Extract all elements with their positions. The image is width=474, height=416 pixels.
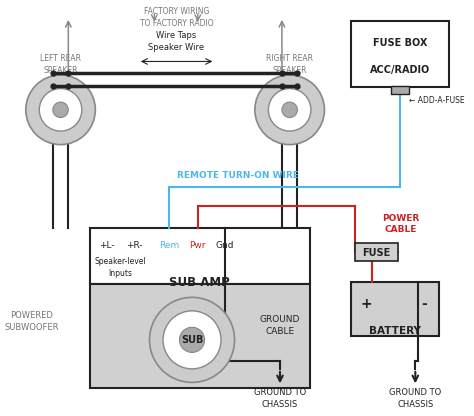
Text: SUB AMP: SUB AMP (169, 276, 230, 289)
Circle shape (180, 327, 205, 352)
Circle shape (26, 75, 95, 145)
Text: FUSE: FUSE (363, 248, 391, 258)
Text: Rem: Rem (159, 241, 179, 250)
Bar (351, 282, 439, 336)
Bar (391, 86, 409, 94)
Text: GROUND
CABLE: GROUND CABLE (260, 315, 300, 336)
Bar (356, 243, 398, 260)
Circle shape (53, 102, 68, 118)
Text: ACC/RADIO: ACC/RADIO (370, 65, 430, 75)
Text: GROUND TO
CHASSIS: GROUND TO CHASSIS (389, 388, 441, 409)
Text: +R-: +R- (126, 241, 142, 250)
Circle shape (282, 102, 297, 118)
Text: POWER
CABLE: POWER CABLE (382, 214, 419, 234)
Bar (90, 228, 310, 284)
Text: -: - (421, 297, 427, 311)
Circle shape (39, 89, 82, 131)
Text: +: + (360, 297, 372, 311)
Text: Speaker Wire: Speaker Wire (148, 43, 205, 52)
Text: POWERED
SUBWOOFER: POWERED SUBWOOFER (4, 311, 59, 332)
Text: REMOTE TURN-ON WIRE: REMOTE TURN-ON WIRE (177, 171, 300, 180)
Text: +L-: +L- (99, 241, 115, 250)
Circle shape (149, 297, 235, 382)
Bar (351, 21, 449, 87)
Text: LEFT REAR
SPEAKER: LEFT REAR SPEAKER (40, 54, 81, 74)
Text: FACTORY WIRING
TO FACTORY RADIO: FACTORY WIRING TO FACTORY RADIO (140, 7, 213, 28)
Text: Wire Taps: Wire Taps (156, 31, 197, 40)
Circle shape (163, 311, 221, 369)
Text: Speaker-level
Inputs: Speaker-level Inputs (95, 257, 146, 277)
Circle shape (268, 89, 311, 131)
Text: RIGHT REAR
SPEAKER: RIGHT REAR SPEAKER (266, 54, 313, 74)
Circle shape (255, 75, 325, 145)
Bar (90, 284, 310, 388)
Text: GROUND TO
CHASSIS: GROUND TO CHASSIS (254, 388, 306, 409)
Text: BATTERY: BATTERY (369, 326, 421, 336)
Text: Gnd: Gnd (216, 241, 234, 250)
Text: SUB: SUB (181, 335, 203, 345)
Text: Pwr: Pwr (190, 241, 206, 250)
Text: ← ADD-A-FUSE: ← ADD-A-FUSE (409, 96, 464, 105)
Text: FUSE BOX: FUSE BOX (373, 38, 427, 48)
